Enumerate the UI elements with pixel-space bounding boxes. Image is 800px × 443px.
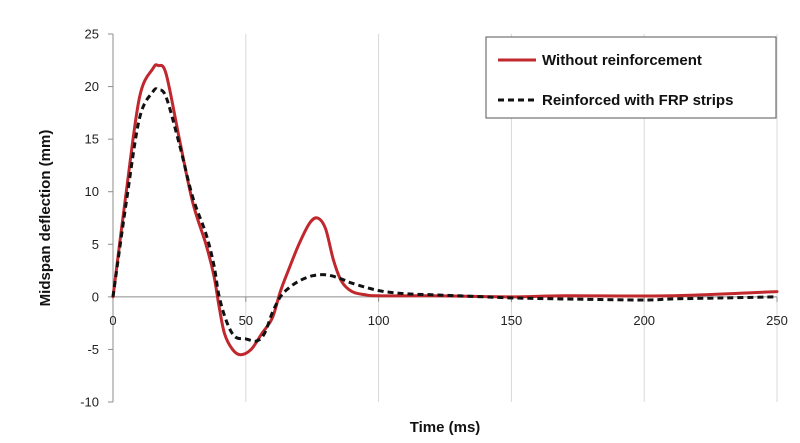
legend-label-without-reinforcement: Without reinforcement: [542, 52, 702, 69]
legend: Without reinforcement Reinforced with FR…: [485, 36, 777, 119]
y-tick-label-0: 0: [92, 289, 99, 304]
y-tick-label-5: 5: [92, 237, 99, 252]
series-line-without-reinforcement: [111, 63, 779, 357]
legend-label-reinforced-frp: Reinforced with FRP strips: [542, 92, 733, 109]
legend-box: [485, 36, 777, 119]
y-tick-label-10: 10: [85, 184, 99, 199]
x-tick-label-150: 150: [501, 313, 523, 328]
y-axis-title: Midspan deflection (mm): [37, 130, 54, 307]
x-tick-label-50: 50: [239, 313, 253, 328]
y-tick-label--10: -10: [80, 395, 99, 410]
series-line-reinforced-frp: [111, 87, 778, 343]
y-tick-label--5: -5: [87, 342, 99, 357]
x-axis-title: Time (ms): [410, 419, 481, 436]
x-tick-label-100: 100: [368, 313, 390, 328]
y-tick-label-15: 15: [85, 132, 99, 147]
x-tick-label-250: 250: [766, 313, 788, 328]
x-tick-label-0: 0: [109, 313, 116, 328]
y-tick-label-25: 25: [85, 27, 99, 42]
y-tick-label-20: 20: [85, 79, 99, 94]
axes: 0 50 100 150 200 250 -10 -5 0 5 10 15 20 25: [80, 27, 788, 410]
x-tick-label-200: 200: [633, 313, 655, 328]
series-lines: [111, 63, 779, 357]
